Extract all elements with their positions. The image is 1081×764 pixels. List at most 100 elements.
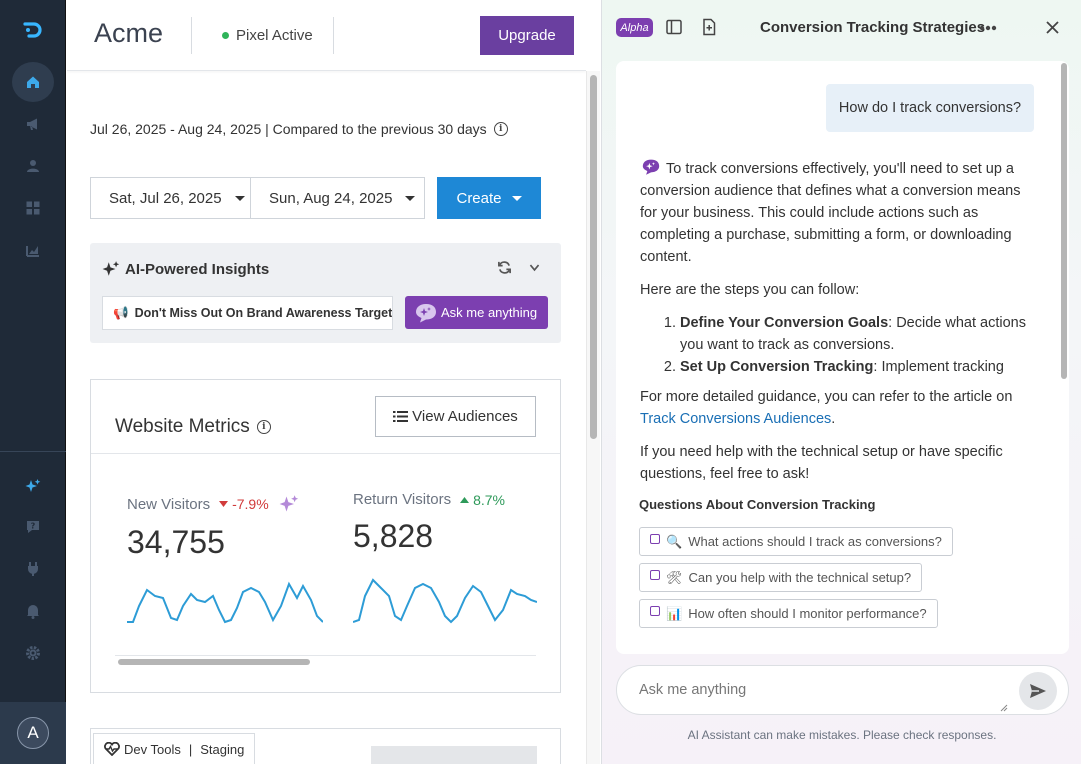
article-link[interactable]: Track Conversions Audiences xyxy=(640,411,832,427)
disclaimer-text: AI Assistant can make mistakes. Please c… xyxy=(687,728,997,742)
triangle-up-icon xyxy=(460,496,470,503)
close-icon[interactable] xyxy=(1046,21,1059,34)
top-bar: Acme Pixel Active Upgrade xyxy=(67,0,586,71)
start-date-picker[interactable]: Sat, Jul 26, 2025 xyxy=(90,177,251,219)
help-icon: ? xyxy=(27,521,39,533)
ask-me-anything-button[interactable]: Ask me anything xyxy=(405,296,548,329)
new-visitors-sparkline xyxy=(127,581,323,624)
info-icon[interactable]: i xyxy=(256,420,271,434)
website-metrics-title: Website Metrics i xyxy=(115,416,271,438)
ai-assistant-panel: Alpha Conversion Tracking Strategies How… xyxy=(601,0,1081,764)
end-date-picker[interactable]: Sun, Aug 24, 2025 xyxy=(250,177,425,219)
sparkle-icon[interactable] xyxy=(279,494,299,514)
dev-tools-tab[interactable]: Dev Tools | Staging xyxy=(93,733,256,764)
ai-insights-title: AI-Powered Insights xyxy=(102,260,269,278)
metric-label-text: New Visitors xyxy=(127,495,211,513)
user-message: How do I track conversions? xyxy=(826,84,1034,132)
chevron-down-icon[interactable] xyxy=(528,261,541,274)
metric-delta-value: -7.9% xyxy=(232,496,269,512)
avatar[interactable]: A xyxy=(17,717,49,749)
pixel-status: Pixel Active xyxy=(222,27,313,44)
dev-tools-card: Dev Tools | Staging xyxy=(90,728,561,764)
suggested-question[interactable]: 📊 How often should I monitor performance… xyxy=(639,599,938,628)
chevron-down-icon xyxy=(511,195,522,201)
megaphone-icon xyxy=(27,118,37,130)
scrollbar-thumb[interactable] xyxy=(1061,63,1067,379)
step-item: Define Your Conversion Goals: Decide wha… xyxy=(680,312,1040,356)
sidebar-item-settings[interactable] xyxy=(12,633,54,673)
bar-chart-icon: 📊 xyxy=(666,605,683,621)
metric-new-visitors-label: New Visitors -7.9% xyxy=(127,494,299,514)
metric-new-visitors-value: 34,755 xyxy=(127,524,225,560)
sidebar-item-campaigns[interactable] xyxy=(12,104,54,144)
chat-input-box xyxy=(616,665,1069,715)
bell-icon xyxy=(27,605,39,619)
ai-chat-icon xyxy=(416,303,436,322)
new-chat-icon[interactable] xyxy=(700,18,718,36)
chevron-down-icon xyxy=(234,195,245,201)
chat-scrollbar[interactable] xyxy=(1059,61,1069,654)
svg-text:?: ? xyxy=(31,522,36,531)
left-sidebar: ? A xyxy=(0,0,66,764)
scrollbar-thumb[interactable] xyxy=(118,659,310,665)
step-text: : Decide what actions you want to track … xyxy=(680,315,1026,353)
metric-delta: 8.7% xyxy=(460,492,505,508)
insight-chip-text: Don't Miss Out On Brand Awareness Target… xyxy=(134,306,393,320)
users-icon xyxy=(27,160,39,172)
guidance-paragraph: For more detailed guidance, you can refe… xyxy=(640,386,1040,430)
create-label: Create xyxy=(456,189,502,207)
metric-label-text: Return Visitors xyxy=(353,491,452,508)
sidebar-item-dashboard[interactable] xyxy=(12,188,54,228)
send-icon xyxy=(1030,684,1046,698)
more-options-icon[interactable] xyxy=(979,25,997,31)
website-metrics-label: Website Metrics xyxy=(115,416,250,437)
sidebar-item-integrations[interactable] xyxy=(12,549,54,589)
resize-handle-icon[interactable] xyxy=(1000,704,1008,712)
insight-chip[interactable]: 📢 Don't Miss Out On Brand Awareness Targ… xyxy=(102,296,393,330)
questions-title: Questions About Conversion Tracking xyxy=(639,497,876,512)
sidebar-item-ai[interactable] xyxy=(12,466,54,506)
chat-thread: How do I track conversions? To track con… xyxy=(616,61,1069,654)
sidebar-item-home[interactable] xyxy=(12,62,54,102)
sparkle-icon xyxy=(102,261,120,276)
card-divider xyxy=(91,453,560,454)
checkbox-icon xyxy=(650,569,660,580)
chat-input[interactable] xyxy=(639,678,1009,702)
send-button[interactable] xyxy=(1019,672,1057,710)
sidebar-item-reports[interactable] xyxy=(12,230,54,270)
metric-delta: -7.9% xyxy=(219,496,269,512)
sidebar-item-help[interactable]: ? xyxy=(12,507,54,547)
brand-name: Acme xyxy=(94,18,164,48)
assistant-title: Conversion Tracking Strategies xyxy=(760,19,986,36)
sidebar-item-audiences[interactable] xyxy=(12,146,54,186)
alpha-badge: Alpha xyxy=(616,18,653,37)
suggested-question[interactable]: 🔍 What actions should I track as convers… xyxy=(639,527,953,556)
megaphone-icon: 📢 xyxy=(113,305,129,320)
ask-me-anything-label: Ask me anything xyxy=(441,305,538,320)
ai-response: To track conversions effectively, you'll… xyxy=(640,158,1040,496)
metric-delta-value: 8.7% xyxy=(473,491,506,508)
closing-paragraph: If you need help with the technical setu… xyxy=(640,444,1003,482)
main-vertical-scrollbar[interactable] xyxy=(586,71,600,764)
sidebar-toggle-icon[interactable] xyxy=(665,18,683,36)
create-button[interactable]: Create xyxy=(437,177,541,219)
question-text: Can you help with the technical setup? xyxy=(688,570,912,585)
assistant-header: Alpha Conversion Tracking Strategies xyxy=(602,0,1081,56)
start-date-label: Sat, Jul 26, 2025 xyxy=(109,189,222,207)
info-icon[interactable]: i xyxy=(493,122,508,136)
placeholder-block xyxy=(371,746,537,764)
suggested-question[interactable]: 🛠 Can you help with the technical setup? xyxy=(639,563,923,592)
upgrade-button[interactable]: Upgrade xyxy=(480,16,574,55)
sidebar-item-notifications[interactable] xyxy=(12,591,54,631)
chart-icon xyxy=(26,246,39,257)
view-audiences-button[interactable]: View Audiences xyxy=(375,396,536,437)
question-text: How often should I monitor performance? xyxy=(688,606,927,621)
checkbox-icon xyxy=(650,533,660,544)
refresh-icon[interactable] xyxy=(497,260,512,275)
app-logo-icon[interactable] xyxy=(22,20,42,40)
date-range-text: Jul 26, 2025 - Aug 24, 2025 | Compared t… xyxy=(90,121,487,137)
steps-intro: Here are the steps you can follow: xyxy=(640,282,860,298)
metrics-horizontal-scrollbar[interactable] xyxy=(115,655,536,666)
date-range-summary: Jul 26, 2025 - Aug 24, 2025 | Compared t… xyxy=(90,121,508,137)
scrollbar-thumb[interactable] xyxy=(590,75,597,439)
